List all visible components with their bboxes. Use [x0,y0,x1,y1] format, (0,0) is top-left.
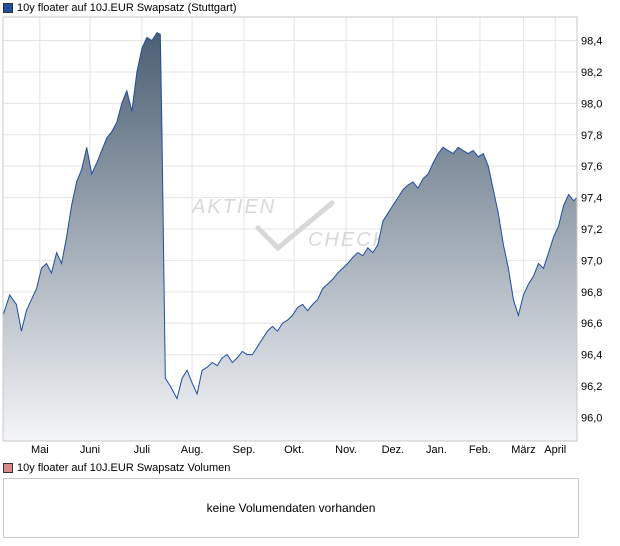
y-tick-label: 96,0 [581,412,602,424]
price-area [3,32,577,441]
watermark: AKTIEN CHECK [191,196,388,252]
y-tick-label: 96,6 [581,318,602,330]
y-tick-label: 98,2 [581,67,602,79]
x-tick-label: Nov. [335,444,357,456]
y-tick-label: 97,0 [581,255,602,267]
x-tick-label: Sep. [233,444,256,456]
x-tick-label: April [544,444,566,456]
x-tick-label: Dez. [382,444,405,456]
x-tick-label: März [511,444,535,456]
y-tick-label: 96,8 [581,287,602,299]
plot-frame [2,16,578,442]
volume-message: keine Volumendaten vorhanden [206,501,376,515]
y-tick-label: 97,6 [581,161,602,173]
price-chart: AKTIEN CHECK 96,0 96,2 96,4 96,6 96,8 97,0 97,2… [2,16,602,456]
y-tick-label: 98,0 [581,98,602,110]
x-tick-label: Mai [31,444,49,456]
volume-panel: keine Volumendaten vorhanden [3,478,579,538]
watermark-check-icon [255,200,335,252]
x-tick-label: Aug. [181,444,204,456]
x-tick-label: Juni [80,444,100,456]
price-legend-label: 10y floater auf 10J.EUR Swapsatz (Stuttg… [17,2,237,14]
y-tick-label: 98,4 [581,36,602,48]
y-tick-label: 97,4 [581,193,602,205]
x-tick-label: Feb. [469,444,491,456]
watermark-text-2: CHECK [308,229,388,251]
price-legend: 10y floater auf 10J.EUR Swapsatz (Stuttg… [3,1,237,15]
watermark-text-1: AKTIEN [191,196,276,218]
x-tick-label: Jan. [426,444,447,456]
price-legend-swatch [3,3,13,13]
volume-legend-label: 10y floater auf 10J.EUR Swapsatz Volumen [17,462,231,474]
y-tick-label: 97,8 [581,130,602,142]
y-tick-label: 97,2 [581,224,602,236]
volume-legend-swatch [3,463,13,473]
x-tick-label: Okt. [284,444,304,456]
volume-legend: 10y floater auf 10J.EUR Swapsatz Volumen [3,461,230,475]
y-tick-label: 96,4 [581,350,602,362]
x-tick-label: Juli [134,444,151,456]
price-line [2,32,578,400]
y-tick-label: 96,2 [581,381,602,393]
